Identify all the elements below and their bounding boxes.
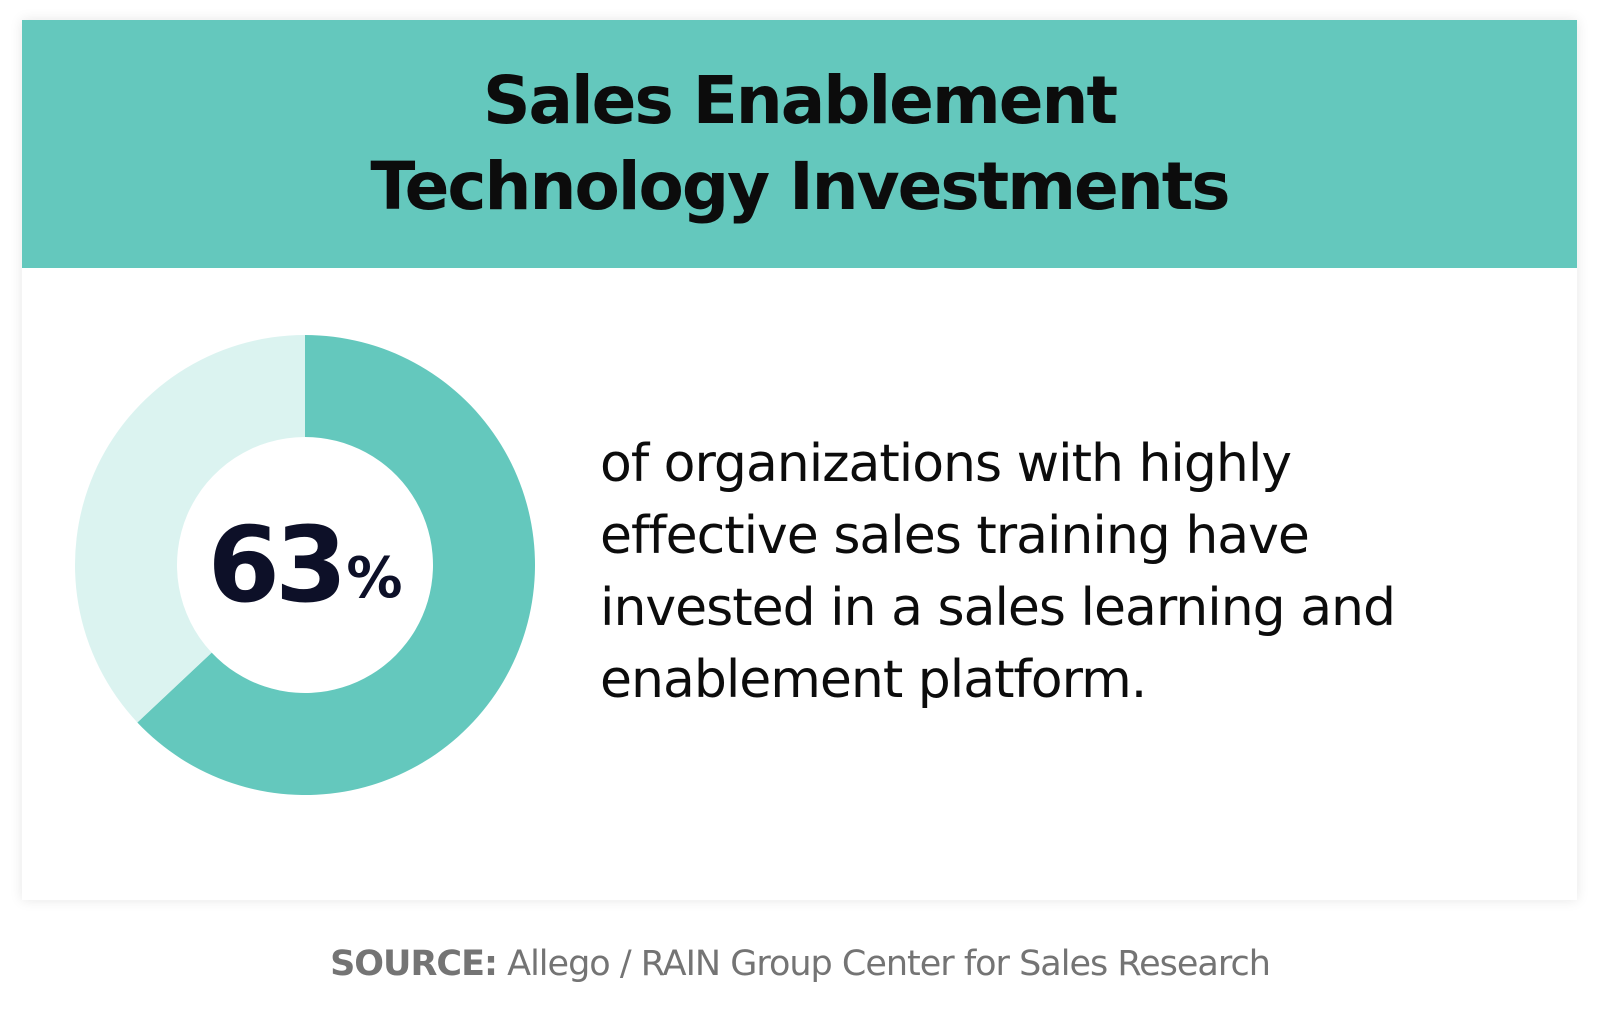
title-banner: Sales Enablement Technology Investments	[22, 20, 1577, 268]
donut-center-label: 63%	[75, 335, 535, 795]
description-line-1: of organizations with highly	[600, 434, 1292, 494]
stat-description: of organizations with highly effective s…	[600, 428, 1480, 716]
stat-unit: %	[346, 546, 403, 611]
description-line-4: enablement platform.	[600, 650, 1147, 710]
title-line-1: Sales Enablement	[482, 62, 1118, 139]
title-line-2: Technology Investments	[370, 148, 1230, 225]
source-label: SOURCE:	[330, 944, 498, 984]
source-text: Allego / RAIN Group Center for Sales Res…	[497, 944, 1271, 984]
donut-slice-remainder	[75, 335, 306, 723]
donut-slice-highlight	[137, 335, 535, 795]
description-line-2: effective sales training have	[600, 506, 1310, 566]
stat-value: 63	[207, 504, 348, 626]
page-title: Sales Enablement Technology Investments	[370, 58, 1230, 230]
donut-chart	[75, 335, 535, 795]
description-line-3: invested in a sales learning and	[600, 578, 1396, 638]
source-citation: SOURCE: Allego / RAIN Group Center for S…	[0, 944, 1600, 984]
